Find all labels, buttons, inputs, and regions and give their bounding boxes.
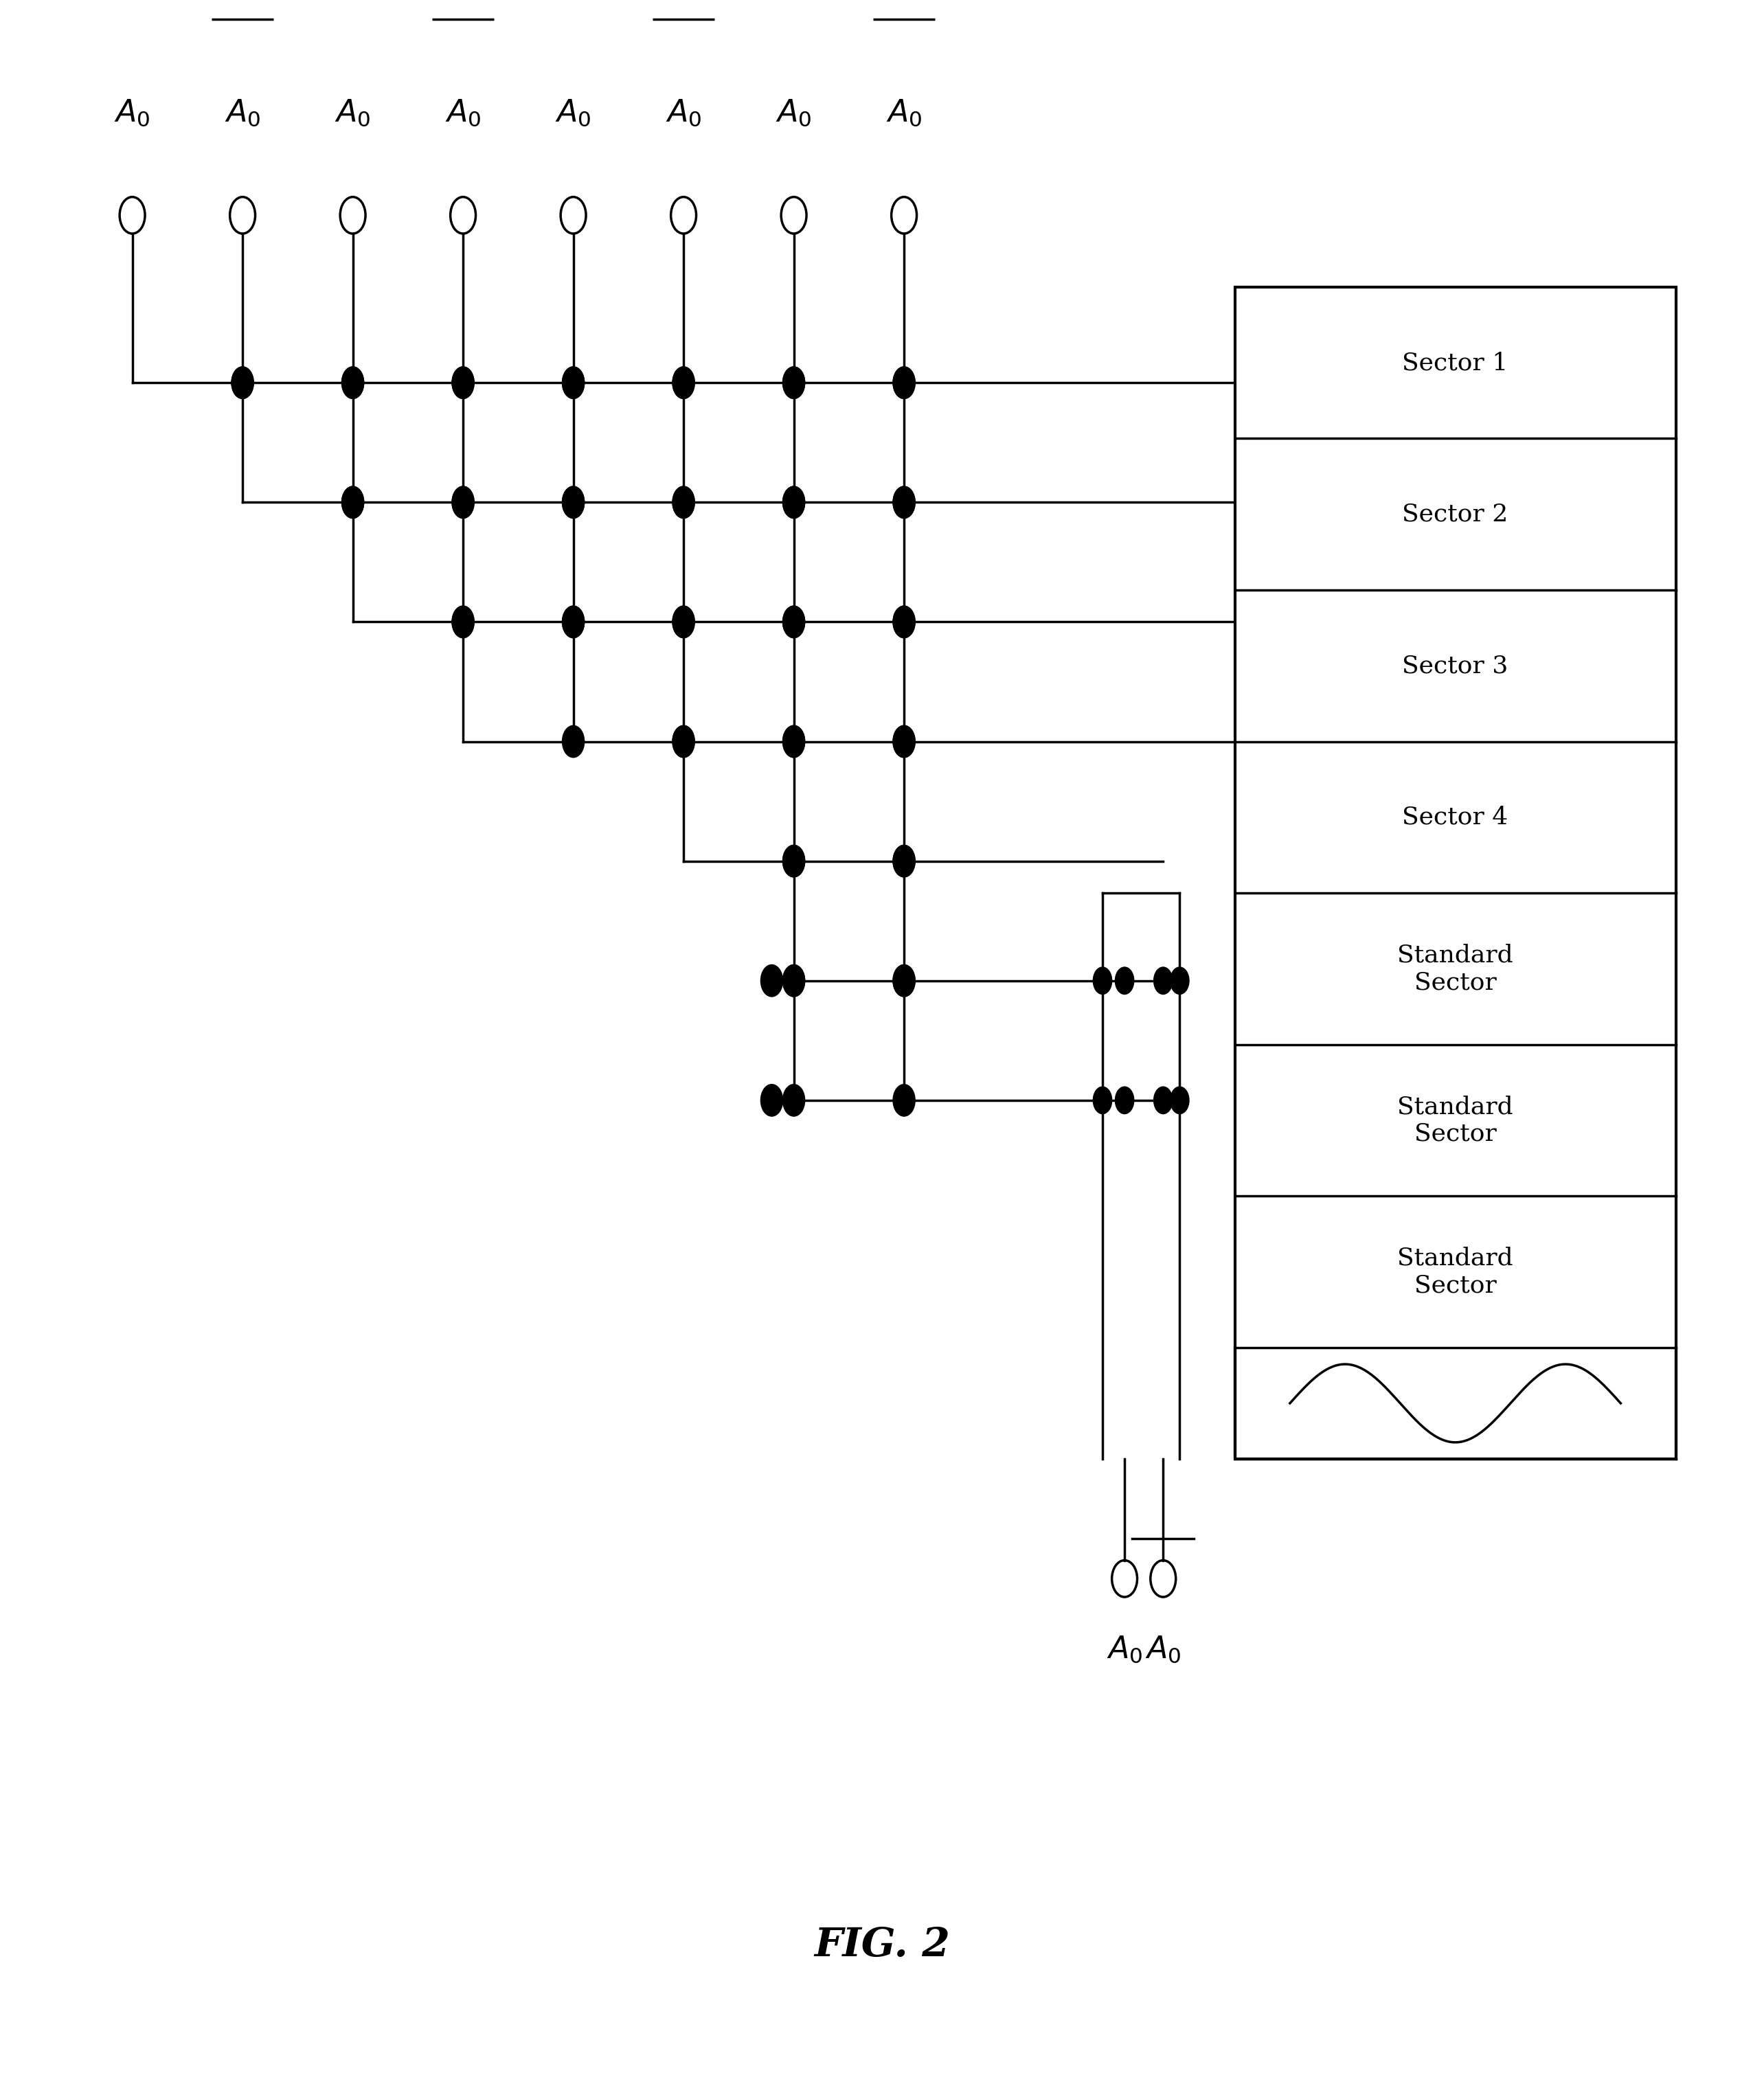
Circle shape [231, 367, 254, 398]
Circle shape [893, 605, 916, 638]
Text: $A_0$: $A_0$ [1106, 1634, 1143, 1665]
Circle shape [760, 964, 783, 997]
Circle shape [342, 367, 363, 398]
Circle shape [563, 367, 584, 398]
Circle shape [1170, 1086, 1189, 1113]
Circle shape [1115, 1086, 1134, 1113]
Circle shape [783, 605, 804, 638]
Circle shape [1115, 968, 1134, 995]
Circle shape [452, 367, 475, 398]
Circle shape [563, 605, 584, 638]
Circle shape [783, 367, 804, 398]
Circle shape [783, 964, 804, 997]
Circle shape [1094, 968, 1111, 995]
Circle shape [1154, 1086, 1173, 1113]
Circle shape [893, 605, 916, 638]
Circle shape [893, 367, 916, 398]
Circle shape [342, 487, 363, 518]
Circle shape [893, 964, 916, 997]
Circle shape [783, 605, 804, 638]
Circle shape [342, 367, 363, 398]
Circle shape [893, 726, 916, 757]
Circle shape [563, 487, 584, 518]
Text: Standard
Sector: Standard Sector [1397, 1095, 1514, 1146]
Circle shape [563, 487, 584, 518]
Circle shape [672, 726, 695, 757]
Text: $A_0$: $A_0$ [224, 97, 261, 129]
Text: $A_0$: $A_0$ [1145, 1634, 1182, 1665]
Text: Sector 4: Sector 4 [1402, 806, 1508, 829]
Circle shape [893, 726, 916, 757]
Text: FIG. 2: FIG. 2 [813, 1926, 951, 1965]
Circle shape [231, 367, 254, 398]
Circle shape [672, 726, 695, 757]
Circle shape [783, 846, 804, 877]
Circle shape [783, 964, 804, 997]
Circle shape [783, 487, 804, 518]
Circle shape [783, 726, 804, 757]
Circle shape [783, 1084, 804, 1115]
Circle shape [452, 605, 475, 638]
Text: $A_0$: $A_0$ [776, 97, 811, 129]
Circle shape [783, 487, 804, 518]
Text: Standard
Sector: Standard Sector [1397, 1246, 1514, 1298]
Circle shape [563, 367, 584, 398]
Circle shape [563, 726, 584, 757]
Circle shape [672, 605, 695, 638]
Circle shape [672, 367, 695, 398]
Text: Sector 2: Sector 2 [1402, 502, 1508, 527]
Text: $A_0$: $A_0$ [556, 97, 591, 129]
Circle shape [452, 605, 475, 638]
Circle shape [1170, 968, 1189, 995]
Circle shape [893, 487, 916, 518]
Text: Sector 3: Sector 3 [1402, 655, 1508, 678]
Bar [1235, 286, 1676, 1459]
Text: $A_0$: $A_0$ [665, 97, 702, 129]
Circle shape [893, 1084, 916, 1115]
Circle shape [672, 367, 695, 398]
Circle shape [452, 487, 475, 518]
Circle shape [672, 487, 695, 518]
Text: $A_0$: $A_0$ [335, 97, 370, 129]
Circle shape [1094, 1086, 1111, 1113]
Circle shape [893, 964, 916, 997]
Text: $A_0$: $A_0$ [886, 97, 923, 129]
Circle shape [672, 487, 695, 518]
Circle shape [893, 846, 916, 877]
Circle shape [672, 605, 695, 638]
Circle shape [342, 487, 363, 518]
Circle shape [563, 605, 584, 638]
Circle shape [452, 487, 475, 518]
Circle shape [452, 367, 475, 398]
Circle shape [893, 367, 916, 398]
Circle shape [783, 367, 804, 398]
Text: $A_0$: $A_0$ [115, 97, 150, 129]
Circle shape [893, 846, 916, 877]
Text: Sector 1: Sector 1 [1402, 350, 1508, 375]
Circle shape [760, 1084, 783, 1115]
Circle shape [783, 726, 804, 757]
Circle shape [783, 846, 804, 877]
Circle shape [893, 487, 916, 518]
Circle shape [1154, 968, 1173, 995]
Text: $A_0$: $A_0$ [445, 97, 482, 129]
Text: Standard
Sector: Standard Sector [1397, 943, 1514, 993]
